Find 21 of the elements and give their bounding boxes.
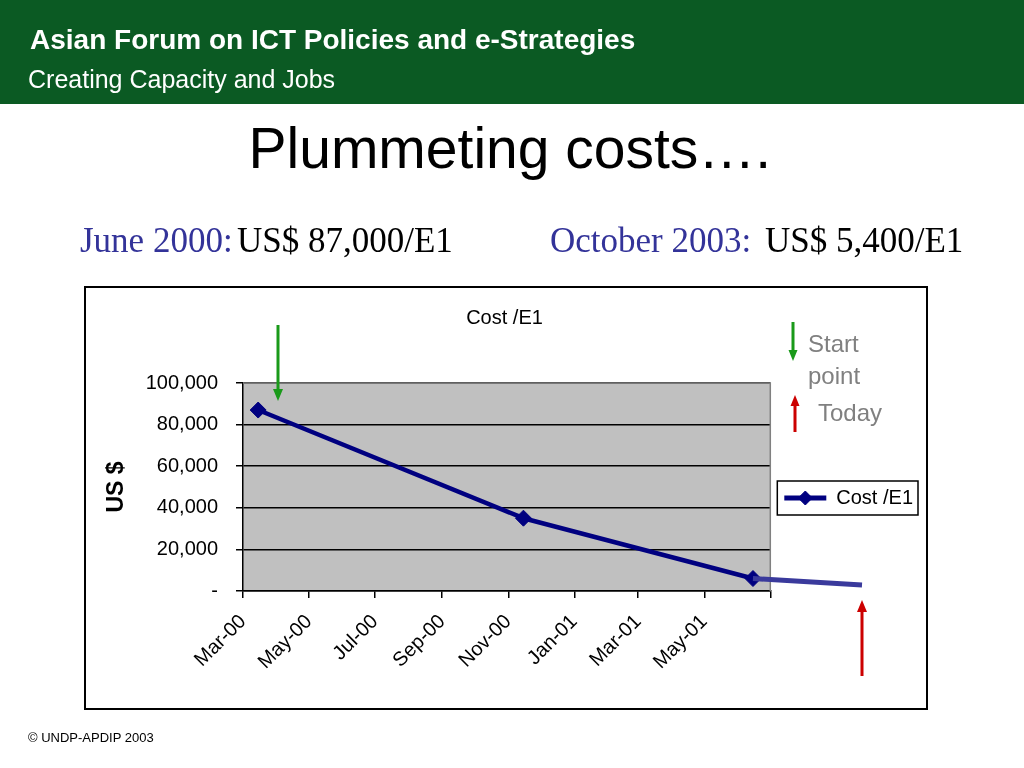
text: Creating Capacity and Jobs [28, 65, 336, 93]
point [249, 401, 267, 419]
y-tick-label: 60,000 [156, 453, 218, 476]
chart-title: Cost /E1 [466, 305, 543, 328]
text: Start point [808, 329, 862, 391]
text: US$ 5,400/E1 [765, 221, 964, 260]
text: Today [818, 399, 883, 426]
y-axis-title: US $ [102, 461, 129, 513]
point [514, 509, 532, 527]
text: © UNDP-APDIP 2003 [28, 730, 154, 745]
text: Asian Forum on ICT Policies and e-Strategies [30, 24, 636, 55]
y-tick-label: 80,000 [156, 412, 218, 435]
text: June 2000: [80, 221, 233, 260]
y-tick-label: 100,000 [145, 370, 218, 393]
text: US$ 87,000/E1 [237, 221, 453, 260]
y-tick-label: 40,000 [156, 495, 218, 518]
y-tick-label: 20,000 [156, 536, 218, 559]
text: Plummeting costs…. [248, 116, 772, 180]
legend-label: Cost /E1 [836, 485, 913, 508]
text: October 2003: [550, 221, 752, 260]
y-tick-label: - [211, 578, 218, 601]
